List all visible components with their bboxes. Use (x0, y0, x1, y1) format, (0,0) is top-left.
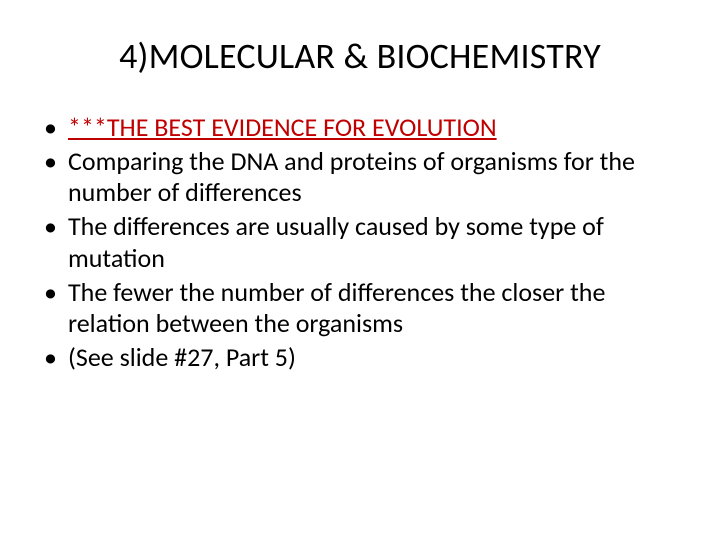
slide-title: 4)MOLECULAR & BIOCHEMISTRY (36, 34, 684, 78)
bullet-text: Comparing the DNA and proteins of organi… (68, 145, 635, 209)
list-item: The differences are usually caused by so… (42, 211, 678, 274)
bullet-text: (See slide #27, Part 5) (68, 341, 296, 373)
bullet-list: ***THE BEST EVIDENCE FOR EVOLUTION Compa… (36, 112, 684, 374)
list-item: ***THE BEST EVIDENCE FOR EVOLUTION (42, 112, 678, 144)
bullet-text: The fewer the number of differences the … (68, 276, 605, 340)
slide: 4)MOLECULAR & BIOCHEMISTRY ***THE BEST E… (0, 0, 720, 540)
list-item: Comparing the DNA and proteins of organi… (42, 146, 678, 209)
bullet-text: ***THE BEST EVIDENCE FOR EVOLUTION (68, 111, 497, 143)
bullet-text: The differences are usually caused by so… (68, 210, 604, 274)
list-item: The fewer the number of differences the … (42, 277, 678, 340)
list-item: (See slide #27, Part 5) (42, 342, 678, 374)
